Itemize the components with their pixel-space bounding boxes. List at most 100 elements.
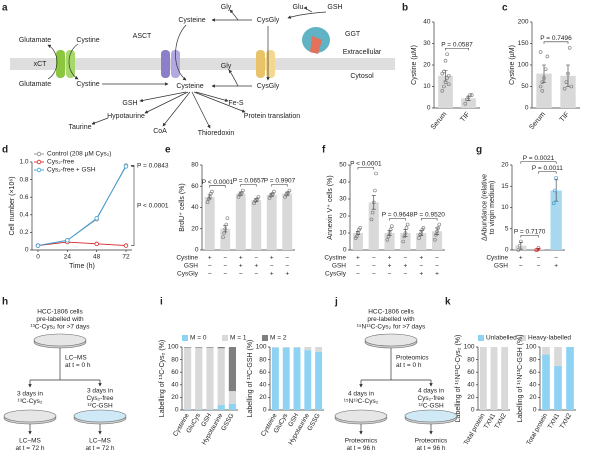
condition-mark: − [554,255,558,262]
series-line [37,166,127,247]
data-point [256,195,261,199]
data-point [401,239,406,244]
bar-segment [542,354,550,410]
y-axis-label: Cell number (×10⁶) [9,176,16,235]
bar [550,190,562,250]
legend-marker [36,159,42,165]
significance-bracket [520,161,557,164]
x-tick-label: TIF [559,111,571,124]
y-tick-label: 20 [339,213,347,220]
bar [560,75,576,108]
y-tick-label: 20 [501,162,509,169]
data-point [542,76,546,80]
data-point [221,235,225,240]
workflow-text: HCC-1806 cells [368,309,414,316]
y-axis-label: to virgin medium) [489,181,496,235]
y-tick-label: 1.0 [19,159,28,166]
condition-mark: + [254,263,258,270]
series-point [94,216,99,221]
condition-mark: + [419,255,423,262]
series-line [37,241,127,247]
condition-mark: − [419,263,423,270]
x-tick-label: 0 [36,254,40,261]
condition-mark: − [223,271,227,278]
condition-mark: − [254,271,258,278]
data-point [369,217,374,222]
y-tick-label: 20 [259,394,267,401]
transporter [266,50,275,78]
workflow-text: 3 days in [87,388,113,395]
condition-mark: − [223,263,227,270]
y-tick-label: 10 [501,204,509,211]
molecule-label: Gly [221,63,232,70]
significance-bracket [240,184,257,187]
data-point [254,198,259,202]
bar [416,233,427,250]
bar-segment [271,347,279,348]
data-point [540,89,545,93]
condition-mark: + [404,263,408,270]
legend-label: Heavy-labelled [528,335,571,342]
workflow-text: LC–MS [65,355,87,362]
bar-segment [566,347,574,410]
condition-mark: − [356,263,360,270]
x-axis-label: Time (h) [69,263,95,270]
y-tick-label: 40 [259,382,267,389]
condition-mark: − [356,271,360,278]
x-tick-label: 72 [122,254,130,261]
bar [220,228,231,250]
data-point [564,80,569,84]
data-point [269,192,274,197]
data-point [469,93,474,97]
bar-segment [195,347,203,410]
data-point [545,54,550,59]
bar [368,202,379,250]
condition-mark: + [419,271,423,278]
molecule-label: Glutamate [19,81,51,88]
product-label: Thioredoxin [198,130,235,137]
condition-mark: − [285,263,289,270]
data-point [403,231,408,235]
condition-name: Cystine [176,255,198,262]
legend-label: M = 0 [190,335,207,342]
significance-bracket [131,165,135,246]
data-point [370,210,375,215]
condition-name: Cystine [324,255,346,262]
condition-mark: − [223,255,227,262]
data-point [538,84,543,89]
workflow-text: at t = 72 h [85,445,114,452]
series-point [123,164,129,169]
panel-label: f [322,145,326,156]
condition-mark: + [519,255,523,262]
arrows [47,6,327,129]
panel-label: a [2,3,8,14]
y-tick-label: 10 [339,230,347,237]
bar-segment [184,347,192,410]
bar-segment [217,347,225,349]
enzyme-ggt [310,36,322,54]
workflow-text: Proteomics [345,438,378,445]
data-point [445,52,449,57]
bar-segment [315,352,323,410]
data-point [388,227,393,232]
product-label: GSH [122,100,137,107]
workflow-text: pre-labelled with [36,316,84,323]
data-point [517,243,522,248]
condition-mark: − [404,255,408,262]
y-tick-label: 80 [191,162,199,169]
p-value: P < 0.0001 [350,161,382,168]
data-point [355,234,359,239]
bar-segment [195,409,203,410]
data-point [209,191,213,196]
transporter-label: xCT [34,61,48,68]
y-axis-label: Labelling of ¹⁵N¹³C-Cys₂ (%) [455,335,462,423]
panel-label: h [2,297,8,308]
significance-bracket [538,171,557,174]
bar [204,196,215,250]
workflow-text: at t = 0 h [65,362,91,369]
data-point [283,195,287,199]
y-tick-label: 100 [526,344,537,351]
p-value: P < 0.0001 [202,179,234,186]
data-point [286,190,291,195]
